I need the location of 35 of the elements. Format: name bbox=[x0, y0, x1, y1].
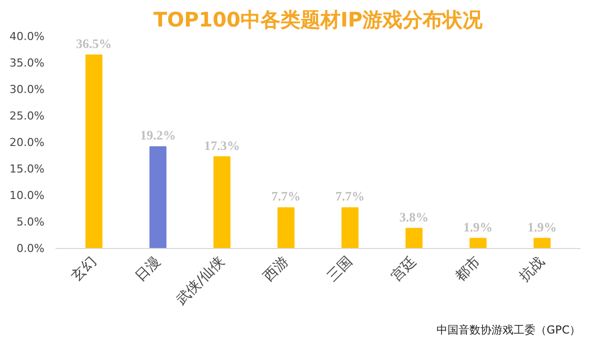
x-tick-label: 日漫 bbox=[132, 254, 164, 285]
x-tick-label: 西游 bbox=[260, 254, 292, 285]
bar bbox=[406, 228, 423, 248]
y-tick-label: 10.0% bbox=[10, 189, 45, 202]
bar bbox=[470, 238, 487, 248]
data-label: 1.9% bbox=[527, 219, 557, 234]
x-tick-label: 抗战 bbox=[516, 254, 548, 285]
data-label: 7.7% bbox=[335, 188, 365, 204]
bar bbox=[277, 207, 294, 248]
x-tick-label: 武侠/仙侠 bbox=[173, 254, 228, 308]
x-tick-label: 宫廷 bbox=[388, 254, 420, 285]
y-tick-label: 25.0% bbox=[10, 110, 45, 122]
bar bbox=[342, 207, 359, 248]
bar bbox=[534, 238, 551, 248]
y-tick-label: 0.0% bbox=[16, 242, 45, 255]
data-label: 3.8% bbox=[399, 209, 429, 224]
y-tick-label: 30.0% bbox=[10, 83, 45, 96]
bar bbox=[85, 54, 102, 248]
x-tick-label: 三国 bbox=[324, 254, 356, 285]
y-tick-label: 15.0% bbox=[10, 162, 45, 176]
chart-title: TOP100中各类题材IP游戏分布状况 bbox=[153, 8, 484, 32]
y-tick-label: 20.0% bbox=[10, 136, 45, 149]
data-label: 19.2% bbox=[140, 128, 176, 143]
data-label: 7.7% bbox=[271, 188, 301, 204]
data-label: 1.9% bbox=[463, 219, 493, 234]
x-tick-label: 玄幻 bbox=[68, 254, 100, 285]
y-tick-label: 35.0% bbox=[10, 56, 45, 70]
bar bbox=[149, 146, 166, 248]
y-tick-label: 5.0% bbox=[16, 216, 45, 228]
y-tick-label: 40.0% bbox=[10, 30, 45, 43]
x-tick-label: 都市 bbox=[452, 254, 484, 285]
data-label: 17.3% bbox=[204, 138, 240, 153]
data-label: 36.5% bbox=[76, 36, 112, 52]
text: 中国音数协游戏工委（GPC） bbox=[436, 324, 581, 336]
bar bbox=[213, 156, 230, 248]
